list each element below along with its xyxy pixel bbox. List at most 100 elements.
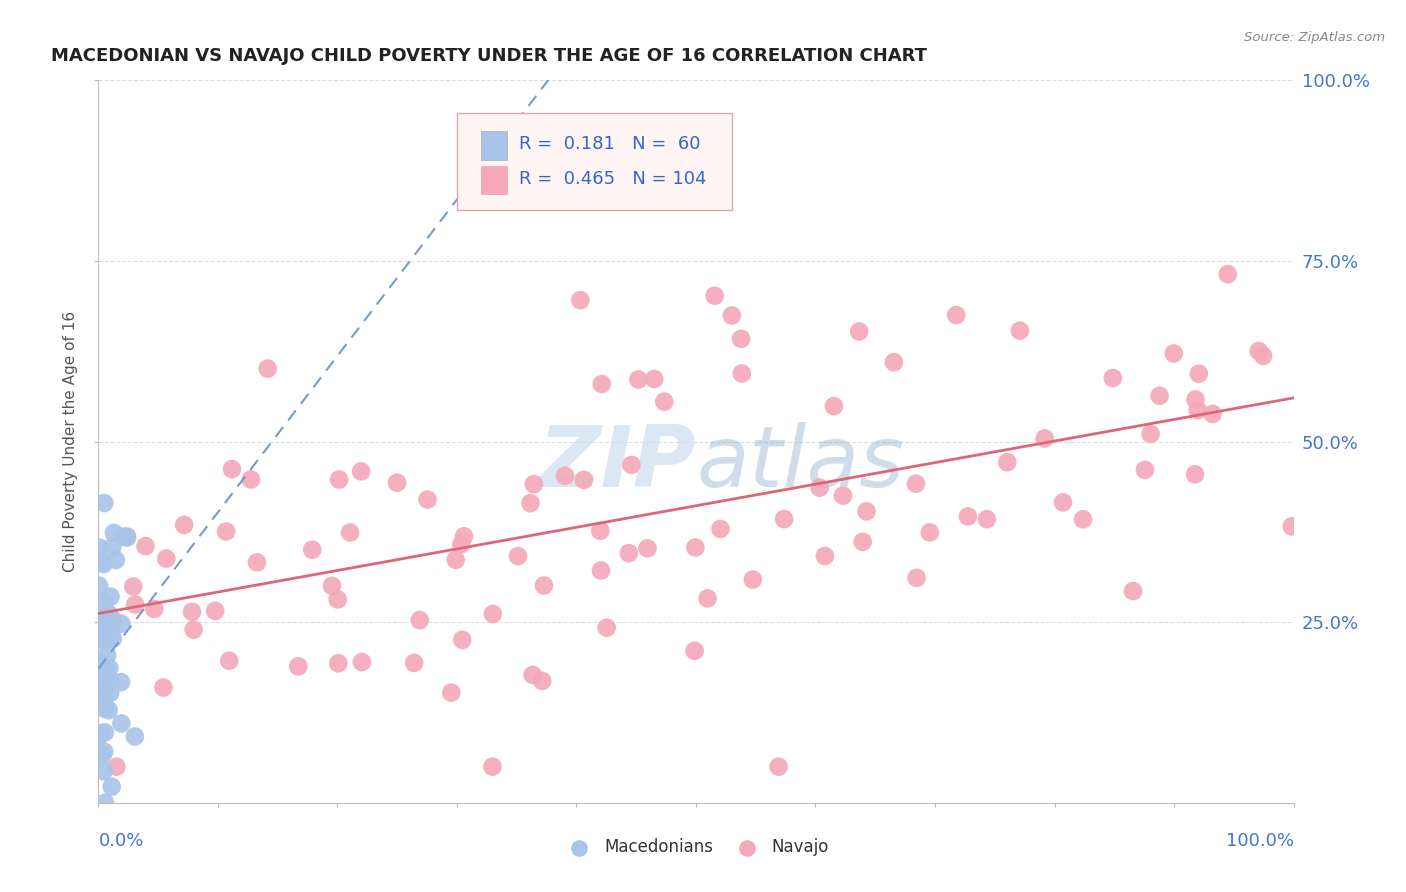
Point [768, 760, 790, 774]
Point [98, 686, 121, 700]
Text: 100.0%: 100.0% [1226, 831, 1294, 850]
Point [1201, 407, 1223, 421]
Point [1184, 467, 1206, 482]
Point [97, 620, 120, 634]
Point [89, 657, 111, 672]
Point [350, 464, 373, 478]
Point [453, 529, 475, 543]
Point [89, 541, 111, 555]
Point [481, 760, 503, 774]
FancyBboxPatch shape [457, 112, 733, 211]
Y-axis label: Child Poverty Under the Age of 16: Child Poverty Under the Age of 16 [63, 311, 79, 572]
Point [89, 611, 111, 625]
Point [256, 361, 278, 376]
Point [100, 674, 122, 689]
Point [94, 673, 117, 687]
Point [326, 592, 349, 607]
Point [808, 481, 831, 495]
Point [91, 666, 114, 681]
Point [741, 573, 763, 587]
Point [904, 476, 927, 491]
Point [89, 726, 111, 740]
Point [110, 616, 132, 631]
Point [87, 686, 110, 700]
Point [90, 614, 112, 628]
Point [93, 594, 115, 608]
Point [328, 473, 350, 487]
Point [652, 394, 675, 409]
Legend: Macedonians, Navajo: Macedonians, Navajo [557, 831, 835, 863]
Point [93, 660, 115, 674]
Point [956, 509, 979, 524]
Point [976, 512, 998, 526]
Point [918, 525, 941, 540]
Point [97, 703, 120, 717]
Point [100, 624, 122, 639]
Point [246, 556, 269, 570]
Point [321, 579, 343, 593]
Point [87, 729, 110, 743]
Point [1281, 519, 1303, 533]
Point [91, 675, 114, 690]
Point [94, 621, 117, 635]
Point [91, 689, 114, 703]
Point [945, 308, 967, 322]
Point [91, 614, 114, 628]
Point [554, 468, 576, 483]
Point [287, 659, 309, 673]
Point [93, 701, 115, 715]
Point [239, 473, 262, 487]
Bar [481, 131, 508, 160]
Point [823, 399, 845, 413]
Point [416, 492, 439, 507]
Point [93, 764, 115, 779]
Point [101, 613, 124, 627]
Point [1052, 495, 1074, 509]
Point [91, 682, 114, 697]
Point [1251, 349, 1274, 363]
Text: ZIP: ZIP [538, 422, 696, 505]
Point [98, 632, 121, 646]
Point [627, 372, 650, 386]
Point [104, 553, 127, 567]
Point [94, 796, 117, 810]
Point [94, 665, 117, 680]
Point [522, 668, 544, 682]
Point [215, 524, 238, 539]
Point [93, 557, 115, 571]
Point [620, 458, 643, 472]
Point [444, 553, 467, 567]
Point [1149, 389, 1171, 403]
Point [110, 675, 132, 690]
Point [1184, 392, 1206, 407]
Point [533, 578, 555, 592]
Point [1188, 367, 1211, 381]
Point [569, 293, 592, 308]
Point [1071, 512, 1094, 526]
Point [98, 607, 121, 621]
Point [404, 656, 426, 670]
Point [94, 672, 117, 686]
Point [773, 512, 796, 526]
Point [617, 546, 640, 560]
Point [94, 699, 117, 714]
Point [643, 372, 665, 386]
Point [218, 654, 240, 668]
Point [1101, 371, 1123, 385]
Point [89, 579, 111, 593]
Point [105, 760, 128, 774]
Point [183, 623, 205, 637]
Point [350, 655, 373, 669]
Point [572, 473, 595, 487]
Point [1139, 426, 1161, 441]
Text: Source: ZipAtlas.com: Source: ZipAtlas.com [1244, 31, 1385, 45]
Point [93, 632, 115, 646]
Point [721, 309, 744, 323]
Point [814, 549, 837, 563]
Point [832, 489, 855, 503]
Point [101, 632, 124, 646]
Point [905, 571, 928, 585]
Point [93, 669, 115, 683]
Point [100, 780, 122, 794]
Point [450, 537, 472, 551]
